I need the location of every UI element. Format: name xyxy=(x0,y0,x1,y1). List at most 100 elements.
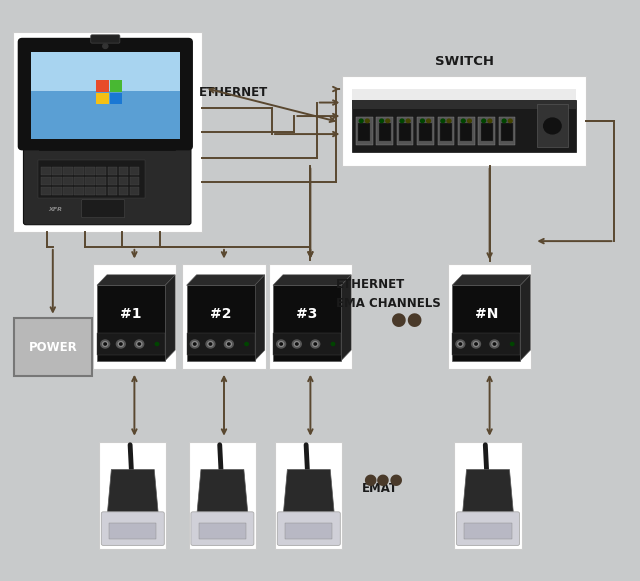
FancyBboxPatch shape xyxy=(352,100,576,152)
FancyBboxPatch shape xyxy=(109,522,156,539)
Circle shape xyxy=(441,119,445,123)
Circle shape xyxy=(276,340,285,348)
Circle shape xyxy=(311,340,320,348)
FancyBboxPatch shape xyxy=(419,123,431,141)
FancyBboxPatch shape xyxy=(458,117,475,145)
Polygon shape xyxy=(255,275,265,361)
Circle shape xyxy=(456,340,465,348)
FancyBboxPatch shape xyxy=(97,333,165,354)
FancyBboxPatch shape xyxy=(63,187,73,195)
FancyBboxPatch shape xyxy=(118,177,128,185)
FancyBboxPatch shape xyxy=(63,177,73,185)
Circle shape xyxy=(472,340,481,348)
Circle shape xyxy=(475,343,477,345)
Bar xyxy=(97,80,109,92)
FancyBboxPatch shape xyxy=(191,512,254,546)
FancyBboxPatch shape xyxy=(13,32,202,232)
Circle shape xyxy=(190,340,199,348)
Circle shape xyxy=(118,342,124,346)
FancyBboxPatch shape xyxy=(399,123,412,141)
Circle shape xyxy=(447,119,451,123)
Polygon shape xyxy=(97,275,175,285)
Circle shape xyxy=(511,342,514,346)
FancyBboxPatch shape xyxy=(448,264,531,369)
Circle shape xyxy=(543,118,561,134)
FancyBboxPatch shape xyxy=(269,264,352,369)
FancyBboxPatch shape xyxy=(74,187,84,195)
FancyBboxPatch shape xyxy=(97,187,106,195)
Circle shape xyxy=(359,119,363,123)
FancyBboxPatch shape xyxy=(273,333,341,354)
FancyBboxPatch shape xyxy=(93,264,176,369)
Circle shape xyxy=(474,342,479,346)
FancyBboxPatch shape xyxy=(52,187,61,195)
Circle shape xyxy=(461,119,465,123)
Text: ●●: ●● xyxy=(390,311,422,328)
Circle shape xyxy=(296,343,298,345)
Circle shape xyxy=(508,119,512,123)
FancyBboxPatch shape xyxy=(108,187,117,195)
Circle shape xyxy=(225,340,234,348)
FancyBboxPatch shape xyxy=(97,177,106,185)
FancyBboxPatch shape xyxy=(187,333,255,354)
FancyBboxPatch shape xyxy=(376,117,393,145)
Circle shape xyxy=(135,340,144,348)
FancyBboxPatch shape xyxy=(74,177,84,185)
Text: SWITCH: SWITCH xyxy=(435,55,493,67)
Text: ETHERNET: ETHERNET xyxy=(336,278,405,291)
Bar xyxy=(97,92,109,104)
FancyBboxPatch shape xyxy=(52,177,61,185)
FancyBboxPatch shape xyxy=(130,187,140,195)
Circle shape xyxy=(156,342,159,346)
Circle shape xyxy=(245,342,248,346)
Circle shape xyxy=(137,342,142,346)
FancyBboxPatch shape xyxy=(31,52,180,139)
FancyBboxPatch shape xyxy=(438,117,454,145)
Circle shape xyxy=(193,343,196,345)
FancyBboxPatch shape xyxy=(537,105,568,148)
Circle shape xyxy=(104,343,106,345)
FancyBboxPatch shape xyxy=(41,167,51,175)
FancyBboxPatch shape xyxy=(108,167,117,175)
FancyBboxPatch shape xyxy=(189,442,256,549)
FancyBboxPatch shape xyxy=(285,522,332,539)
FancyBboxPatch shape xyxy=(63,167,73,175)
FancyBboxPatch shape xyxy=(378,123,391,141)
FancyBboxPatch shape xyxy=(130,177,140,185)
FancyBboxPatch shape xyxy=(356,117,372,145)
Circle shape xyxy=(278,342,284,346)
Text: ●●●: ●●● xyxy=(363,472,403,487)
FancyBboxPatch shape xyxy=(452,285,520,361)
FancyBboxPatch shape xyxy=(101,512,164,546)
FancyBboxPatch shape xyxy=(38,160,145,198)
Circle shape xyxy=(294,342,300,346)
FancyBboxPatch shape xyxy=(118,167,128,175)
FancyBboxPatch shape xyxy=(91,35,120,43)
FancyBboxPatch shape xyxy=(352,89,576,100)
Circle shape xyxy=(420,119,424,123)
Circle shape xyxy=(227,342,232,346)
FancyBboxPatch shape xyxy=(14,318,92,376)
Circle shape xyxy=(116,340,125,348)
Polygon shape xyxy=(273,275,351,285)
FancyBboxPatch shape xyxy=(24,148,191,225)
Circle shape xyxy=(314,343,317,345)
FancyBboxPatch shape xyxy=(481,123,493,141)
Bar xyxy=(110,92,122,104)
Circle shape xyxy=(209,343,212,345)
Polygon shape xyxy=(452,275,531,285)
Circle shape xyxy=(192,342,197,346)
FancyBboxPatch shape xyxy=(187,285,255,361)
FancyBboxPatch shape xyxy=(74,167,84,175)
FancyBboxPatch shape xyxy=(501,123,513,141)
FancyBboxPatch shape xyxy=(275,442,342,549)
Circle shape xyxy=(100,340,109,348)
Circle shape xyxy=(467,119,471,123)
Text: #1: #1 xyxy=(120,307,142,321)
Polygon shape xyxy=(108,469,158,515)
Text: EMAT: EMAT xyxy=(362,482,397,494)
FancyBboxPatch shape xyxy=(397,117,413,145)
FancyBboxPatch shape xyxy=(118,187,128,195)
Circle shape xyxy=(365,119,369,123)
Circle shape xyxy=(280,343,282,345)
